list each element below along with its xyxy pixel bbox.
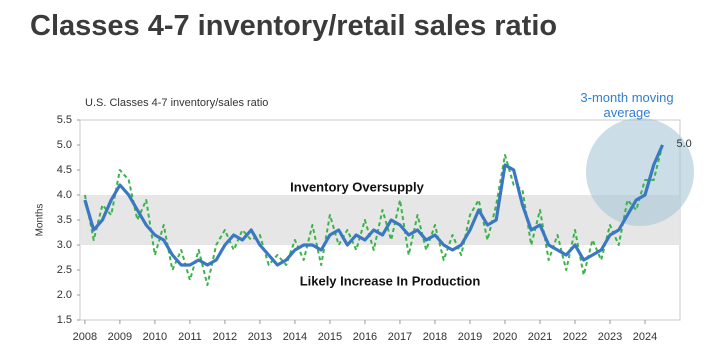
data-label: 5.0 [676, 138, 691, 150]
annotation: Likely Increase In Production [300, 273, 481, 288]
x-tick-label: 2012 [213, 331, 237, 343]
x-tick-label: 2009 [108, 331, 132, 343]
annotation: Inventory Oversupply [290, 179, 424, 194]
x-tick-label: 2022 [563, 331, 587, 343]
y-tick-label: 5.5 [57, 114, 72, 126]
x-tick-label: 2014 [283, 331, 307, 343]
x-tick-label: 2016 [353, 331, 377, 343]
series-label: 3-month moving average [580, 90, 674, 120]
series-line [83, 144, 664, 267]
x-tick-label: 2011 [178, 331, 202, 343]
x-tick-label: 2020 [493, 331, 517, 343]
x-tick-label: 2013 [248, 331, 272, 343]
chart-subtitle: U.S. Classes 4-7 inventory/sales ratio [85, 97, 268, 109]
x-tick-label: 2010 [143, 331, 167, 343]
x-tick-label: 2017 [388, 331, 412, 343]
x-tick-label: 2021 [528, 331, 552, 343]
y-tick-label: 3.0 [57, 239, 72, 251]
y-tick-label: 2.0 [57, 289, 72, 301]
x-tick-label: 2008 [73, 331, 97, 343]
y-tick-label: 3.5 [57, 214, 72, 226]
y-tick-label: 4.0 [57, 189, 72, 201]
x-tick-label: 2024 [633, 331, 657, 343]
shaded-band [81, 195, 679, 245]
y-tick-label: 4.5 [57, 164, 72, 176]
x-tick-label: 2015 [318, 331, 342, 343]
highlight-circle [586, 118, 694, 226]
y-axis-label: Months [35, 204, 46, 237]
x-tick-label: 2019 [458, 331, 482, 343]
x-tick-label: 2018 [423, 331, 447, 343]
series-line [83, 144, 664, 286]
x-tick-label: 2023 [598, 331, 622, 343]
y-tick-label: 2.5 [57, 264, 72, 276]
y-tick-label: 5.0 [57, 139, 72, 151]
y-tick-label: 1.5 [57, 314, 72, 326]
title: Classes 4-7 inventory/retail sales ratio [30, 10, 558, 42]
